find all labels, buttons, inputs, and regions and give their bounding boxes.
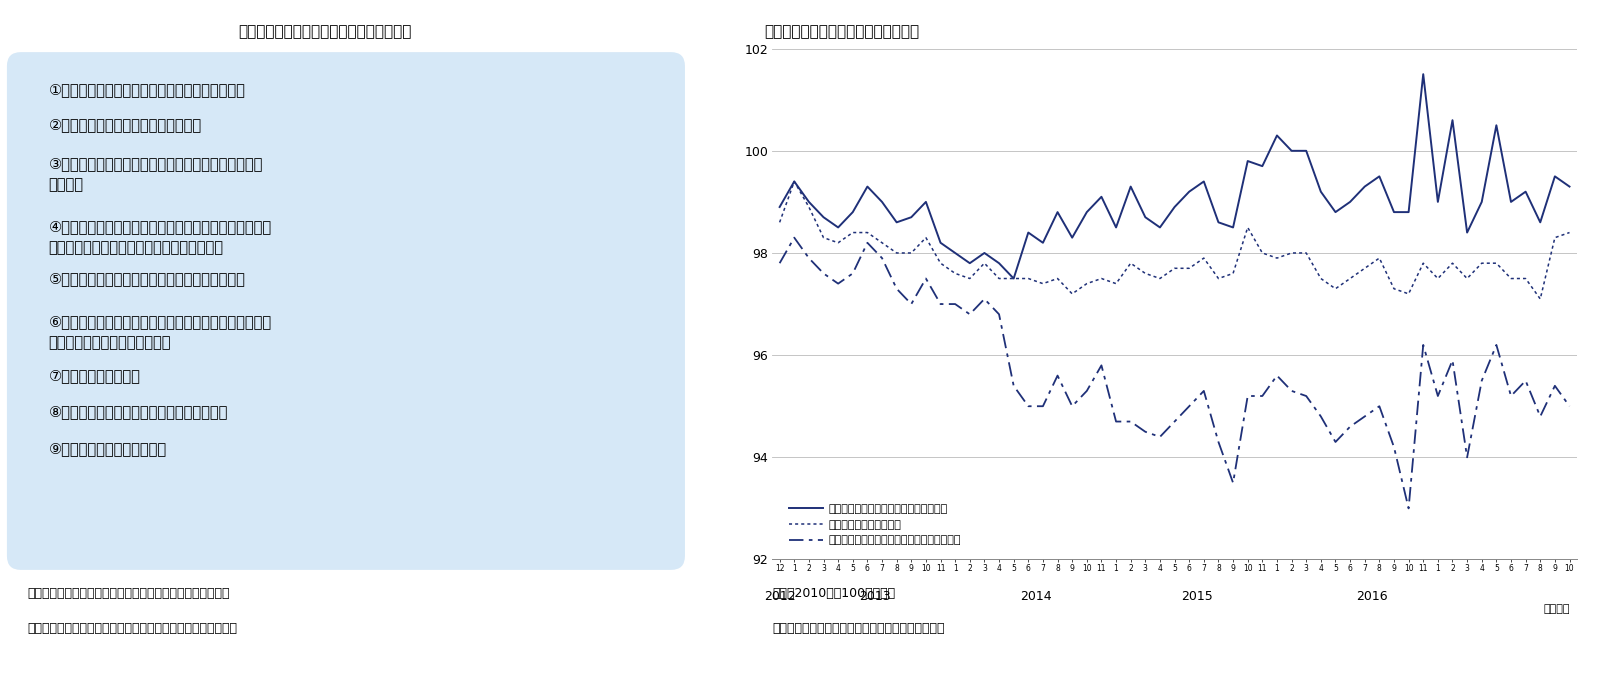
Text: （注）2010年＝100とした値: （注）2010年＝100とした値 (772, 587, 896, 600)
Text: ③　時間外労働の上限規制の在り方など長時間労働の
　　是正: ③ 時間外労働の上限規制の在り方など長時間労働の 是正 (48, 156, 262, 193)
Text: （資料）厚生労働省「毎月勤労統計調査」より作成: （資料）厚生労働省「毎月勤労統計調査」より作成 (772, 622, 944, 635)
Text: ⑥　働き方に中立的な社会保障制度・税制など女性・若
　　者が活躍しやすい環境整備: ⑥ 働き方に中立的な社会保障制度・税制など女性・若 者が活躍しやすい環境整備 (48, 314, 272, 350)
Legend: 賃金指数（現金給与総額、季節調整値）, 賃金指数（所定内給与）, 実質賃金指数（現金給与総額、季節調整値）: 賃金指数（現金給与総額、季節調整値）, 賃金指数（所定内給与）, 実質賃金指数（… (785, 501, 964, 549)
Text: 2012: 2012 (764, 590, 795, 603)
Text: ⑤　テレワーク、副業・兼業などの柔軟な働き方: ⑤ テレワーク、副業・兼業などの柔軟な働き方 (48, 271, 245, 286)
Text: ⑨　外国人材の受入れの問題: ⑨ 外国人材の受入れの問題 (48, 441, 167, 457)
Text: ⑦　高齢者の就業促進: ⑦ 高齢者の就業促進 (48, 368, 140, 384)
Text: ④　雇用吸収力の高い産業への転職・再就職支援、人材
　　育成、格差を固定化させない教育の問題: ④ 雇用吸収力の高い産業への転職・再就職支援、人材 育成、格差を固定化させない教… (48, 219, 272, 255)
Text: 図２　賃金指数の推移（季節調整値）: 図２ 賃金指数の推移（季節調整値） (764, 24, 919, 40)
Text: 月２７日　働き方改革実現会議」の総理発言より作成: 月２７日 働き方改革実現会議」の総理発言より作成 (27, 622, 238, 635)
Text: 図１　「働き方実現会議」におけるテーマ: 図１ 「働き方実現会議」におけるテーマ (238, 24, 412, 40)
Text: ①　同一労働同一賃金など非正規雇用の処遇改善: ① 同一労働同一賃金など非正規雇用の処遇改善 (48, 82, 245, 97)
FancyBboxPatch shape (6, 52, 685, 570)
Text: （年月）: （年月） (1543, 604, 1569, 614)
Text: 2013: 2013 (859, 590, 890, 603)
Text: 2016: 2016 (1356, 590, 1389, 603)
Text: 2015: 2015 (1181, 590, 1213, 603)
Text: ②　賃金引き上げと労働生産性の向上: ② 賃金引き上げと労働生産性の向上 (48, 117, 201, 132)
Text: （資料）首相官邸ホームページ「総理の一日　平成２８年９: （資料）首相官邸ホームページ「総理の一日 平成２８年９ (27, 587, 230, 600)
Text: ⑧　病気の治療、子育て・介護と仕事の両立: ⑧ 病気の治療、子育て・介護と仕事の両立 (48, 404, 228, 420)
Text: 2014: 2014 (1020, 590, 1051, 603)
